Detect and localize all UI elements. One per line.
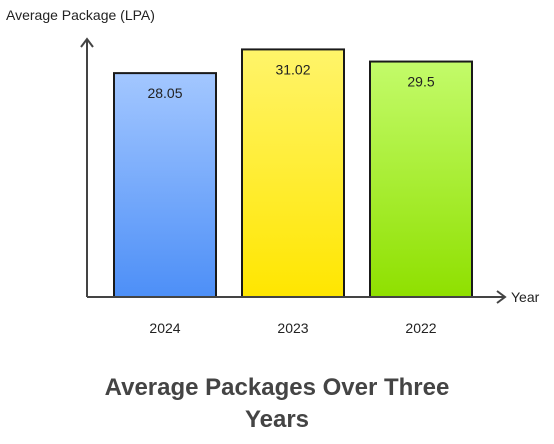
- chart-title-line-1: Average Packages Over Three: [104, 374, 450, 401]
- bar-2022: [369, 60, 473, 299]
- x-tick-label-2024: 2024: [149, 320, 180, 336]
- x-axis-arrowhead: [496, 290, 507, 304]
- y-axis-label: Average Package (LPA): [6, 7, 155, 23]
- tick-labels: 2024 2023 2022: [149, 320, 436, 336]
- bars-layer: [113, 48, 473, 299]
- bar-2024: [113, 72, 217, 299]
- x-tick-label-2023: 2023: [277, 320, 308, 336]
- x-tick-label-2022: 2022: [405, 320, 436, 336]
- axes-layer: [80, 37, 507, 304]
- chart-title: Average Packages Over Three Years: [0, 372, 554, 436]
- value-label-2022: 29.5: [407, 74, 434, 90]
- bar-2023: [241, 48, 345, 298]
- x-axis-label: Year: [511, 289, 540, 305]
- value-labels: 28.05 31.02 29.5: [147, 61, 434, 101]
- chart-title-line-2: Years: [244, 406, 310, 433]
- y-axis-arrowhead: [80, 37, 94, 48]
- value-label-2024: 28.05: [147, 85, 182, 101]
- value-label-2023: 31.02: [275, 61, 310, 77]
